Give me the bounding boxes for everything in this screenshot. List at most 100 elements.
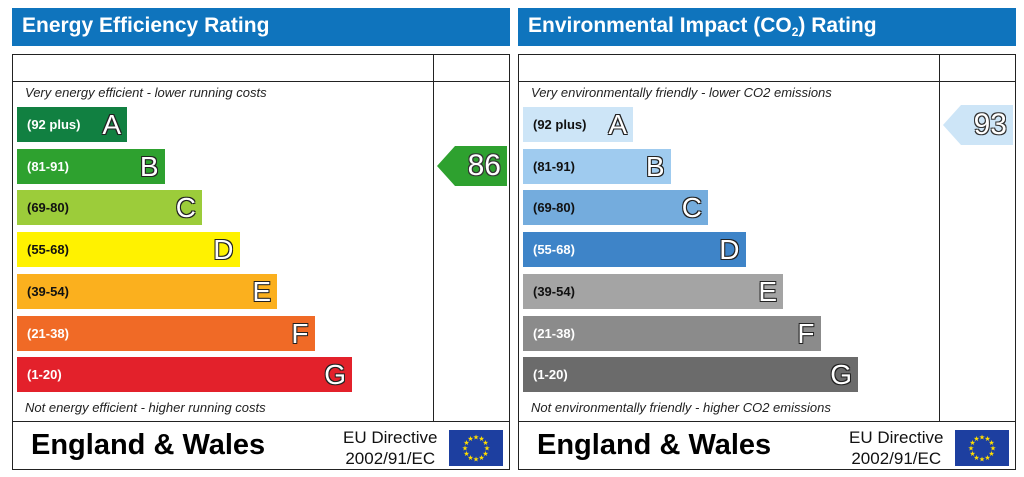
env-footer-region: England & Wales [537,429,772,461]
band-letter: F [797,317,815,349]
eu-star: ★ [473,456,479,464]
band-range: (1-20) [27,367,62,383]
env-chart-box: Very environmentally friendly - lower CO… [518,54,1016,470]
eu-star: ★ [973,454,979,462]
band-a: (92 plus) A [523,107,633,142]
band-range: (69-80) [533,200,575,216]
band-range: (21-38) [533,325,575,341]
band-a: (92 plus) A [17,107,127,142]
band-g: (1-20) G [523,357,858,393]
band-range: (81-91) [533,158,575,174]
band-letter: E [252,275,271,307]
energy-top-note: Very energy efficient - lower running co… [25,85,267,100]
directive-line1: EU Directive [849,428,944,447]
band-c: (69-80) C [523,190,708,226]
band-range: (69-80) [27,200,69,216]
column-divider [939,55,940,421]
footer-divider [519,421,1015,422]
band-f: (21-38) F [17,315,315,351]
band-range: (39-54) [27,283,69,299]
env-current-value: 93 [973,107,1007,141]
eu-star: ★ [467,435,473,443]
header-divider [519,81,1015,82]
band-letter: E [758,275,777,307]
band-letter: C [681,192,702,224]
env-bottom-note: Not environmentally friendly - higher CO… [531,400,831,415]
eu-star: ★ [979,456,985,464]
band-range: (81-91) [27,158,69,174]
band-f: (21-38) F [523,315,821,351]
eu-star: ★ [969,439,975,447]
env-top-note: Very environmentally friendly - lower CO… [531,85,832,100]
env-current-rating-arrow: 93 [943,104,1013,145]
band-d: (55-68) D [17,232,240,268]
eu-star: ★ [463,439,469,447]
energy-current-value: 86 [467,149,501,183]
energy-chart-box: Very energy efficient - lower running co… [12,54,510,470]
eu-star: ★ [463,450,469,458]
directive-line2: 2002/91/EC [851,449,942,468]
eu-star: ★ [462,445,468,453]
energy-bottom-note: Not energy efficient - higher running co… [25,400,266,415]
band-letter: D [213,234,234,266]
band-letter: F [291,317,309,349]
band-letter: A [608,109,627,140]
eu-star: ★ [973,435,979,443]
band-letter: A [102,109,121,140]
footer-divider [13,421,509,422]
directive-line2: 2002/91/EC [345,449,436,468]
band-letter: D [719,234,740,266]
band-range: (1-20) [533,367,568,383]
header-divider [13,81,509,82]
env-title-suffix: ) Rating [798,14,877,37]
band-e: (39-54) E [523,273,783,309]
band-range: (39-54) [533,283,575,299]
eu-flag-icon: ★★★★★★★★★ ★ ★★ [955,430,1009,466]
eu-star: ★ [482,439,488,447]
eu-star: ★ [979,434,985,442]
band-letter: B [645,150,665,182]
environmental-impact-panel: Environmental Impact (CO2) Rating Very e… [518,8,1016,470]
eu-star: ★ [473,434,479,442]
eu-star: ★ [988,439,994,447]
energy-efficiency-panel: Energy Efficiency Rating Very energy eff… [12,8,510,470]
eu-star: ★ [984,435,990,443]
band-d: (55-68) D [523,232,746,268]
band-e: (39-54) E [17,273,277,309]
band-letter: C [175,192,196,224]
eu-star: ★ [990,445,996,453]
band-g: (1-20) G [17,357,352,393]
band-range: (21-38) [27,325,69,341]
band-range: (55-68) [27,242,69,258]
env-footer-directive: EU Directive 2002/91/EC [849,427,943,469]
band-range: (55-68) [533,242,575,258]
band-letter: G [324,359,346,391]
eu-star: ★ [988,450,994,458]
arrow-shape [943,104,1013,145]
energy-footer-directive: EU Directive 2002/91/EC [343,427,437,469]
band-b: (81-91) B [17,148,165,184]
eu-star: ★ [467,454,473,462]
band-b: (81-91) B [523,148,671,184]
column-divider [433,55,434,421]
band-range: (92 plus) [27,117,81,132]
energy-title: Energy Efficiency Rating [12,8,510,46]
eu-star: ★ [984,454,990,462]
band-c: (69-80) C [17,190,202,226]
band-letter: B [139,150,159,182]
eu-flag-icon: ★★★★★★★★★ ★ ★★ [449,430,503,466]
env-title-subscript: 2 [791,25,799,39]
band-letter: G [830,359,852,391]
eu-star: ★ [968,445,974,453]
energy-footer-region: England & Wales [31,429,266,461]
band-range: (92 plus) [533,117,587,132]
directive-line1: EU Directive [343,428,438,447]
eu-star: ★ [478,454,484,462]
eu-star: ★ [484,445,490,453]
eu-star: ★ [969,450,975,458]
env-title-prefix: Environmental Impact (CO [528,14,792,37]
energy-current-rating-arrow: 86 [437,146,507,187]
eu-star: ★ [478,435,484,443]
arrow-shape [437,146,507,187]
env-title: Environmental Impact (CO2) Rating [518,8,1016,46]
